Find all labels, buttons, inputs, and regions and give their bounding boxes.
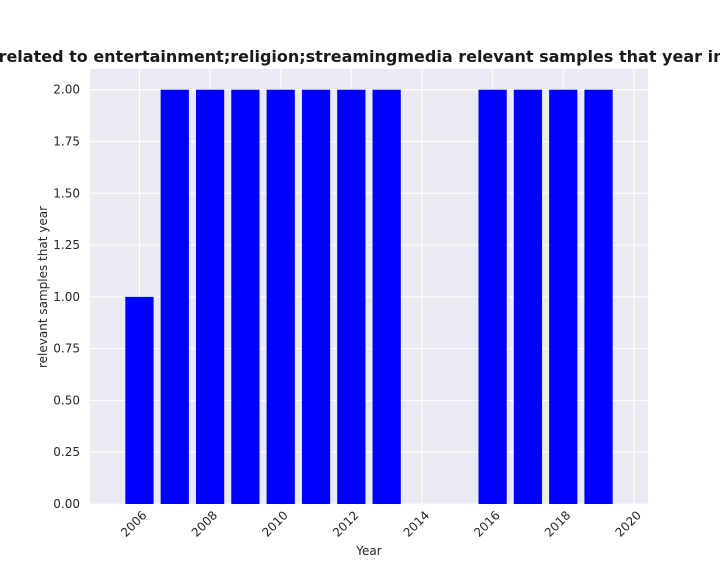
x-tick-label: 2014 [401, 508, 432, 539]
bar-2009 [231, 89, 260, 504]
y-tick-label: 0.25 [53, 445, 80, 459]
x-axis-label: Year [355, 544, 381, 558]
x-tick-label: 2010 [259, 508, 290, 539]
bar-2006 [125, 296, 154, 504]
x-tick-label: 2018 [542, 508, 573, 539]
bars [125, 89, 613, 504]
bar-2018 [549, 89, 578, 504]
bar-2008 [195, 89, 225, 504]
y-tick-label: 0.50 [53, 393, 80, 407]
bar-2016 [478, 89, 507, 504]
y-tick-label: 2.00 [53, 83, 80, 97]
bar-2010 [266, 89, 295, 504]
chart-title: ies are related to entertainment;religio… [0, 47, 720, 66]
x-tick-label: 2016 [471, 508, 502, 539]
y-axis-label: relevant samples that year [36, 206, 50, 368]
x-tick-label: 2012 [330, 508, 361, 539]
bar-2019 [584, 89, 613, 504]
bar-2012 [337, 89, 366, 504]
bar-2013 [372, 89, 401, 504]
x-tick-label: 2006 [118, 508, 149, 539]
bar-2007 [160, 89, 189, 504]
y-tick-label: 0.75 [53, 342, 80, 356]
y-tick-label: 1.25 [53, 238, 80, 252]
y-tick-label: 1.75 [53, 135, 80, 149]
y-tick-label: 0.00 [53, 497, 80, 511]
x-tick-label: 2020 [612, 508, 643, 539]
y-axis-ticks: 0.00 0.25 0.50 0.75 1.00 1.25 1.50 1.75 2.00 [53, 83, 80, 511]
y-tick-label: 1.50 [53, 186, 80, 200]
y-tick-label: 1.00 [53, 290, 80, 304]
x-tick-label: 2008 [189, 508, 220, 539]
bar-2017 [513, 89, 543, 504]
bar-2011 [301, 89, 331, 504]
x-axis-ticks: 2006 2008 2010 2012 2014 2016 2018 2020 [118, 508, 644, 539]
